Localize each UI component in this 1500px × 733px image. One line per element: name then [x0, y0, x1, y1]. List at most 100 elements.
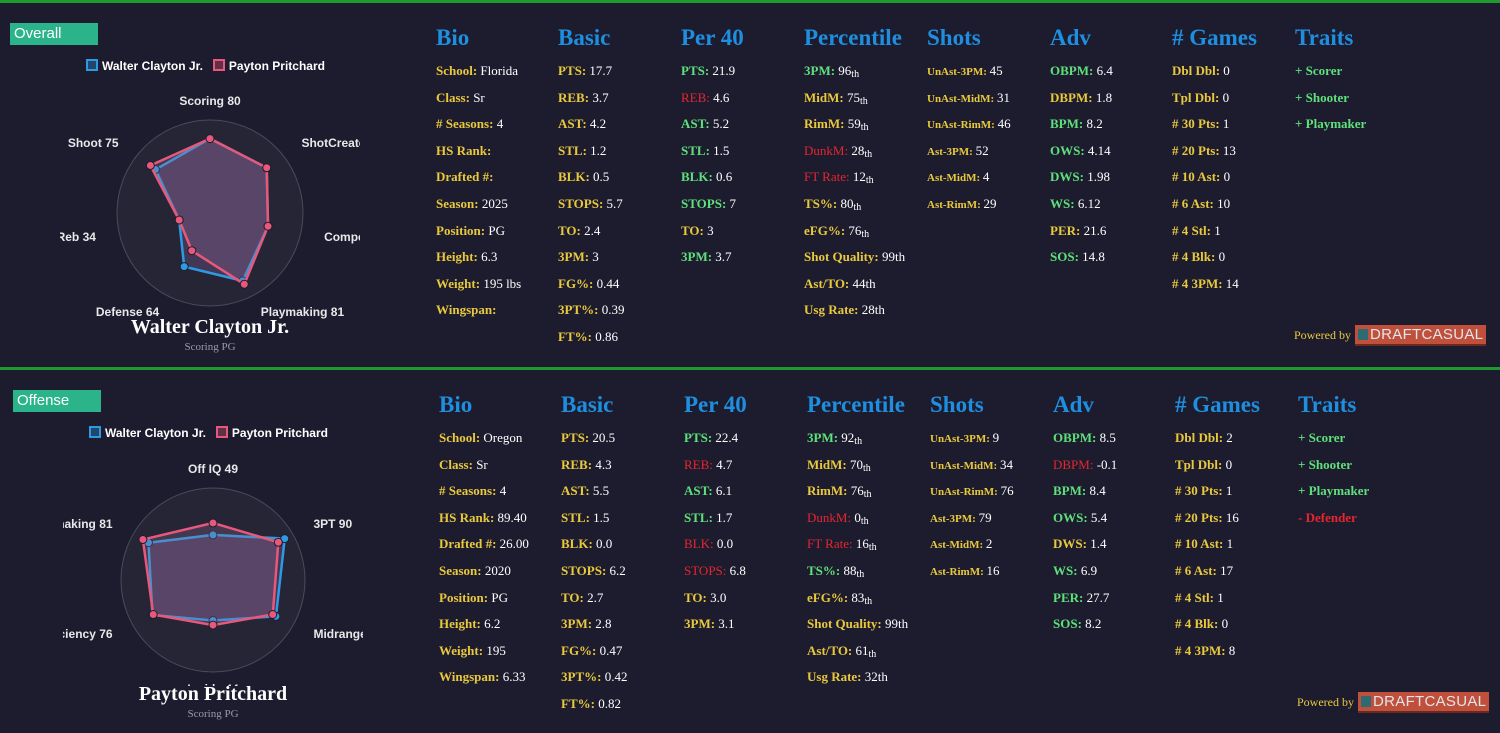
stat-label: MidM:: [804, 89, 844, 105]
legend-item[interactable]: Payton Pritchard: [215, 426, 328, 440]
stat-label: Ast-RimM:: [927, 199, 981, 211]
games-stat-row: # 20 Pts: 16: [1175, 510, 1239, 526]
percentile-stat-row: DunkM: 0th: [807, 510, 869, 527]
stat-value: 3.7: [592, 89, 609, 105]
traits-header: Traits: [1298, 392, 1357, 417]
stat-value: 8: [1228, 642, 1236, 658]
shots-stat-row: UnAst-MidM: 31: [927, 90, 1010, 106]
stat-label: Weight:: [436, 275, 481, 291]
adv-stat-row: DBPM: -0.1: [1053, 457, 1117, 473]
stat-label: BLK:: [681, 169, 713, 185]
bio-stat-row: Drafted #: 26.00: [439, 536, 529, 552]
stat-label: FT%:: [558, 329, 592, 344]
stat-value: 6.9: [1080, 563, 1098, 578]
stat-suffix: th: [864, 595, 873, 607]
stat-label: 3PT%:: [561, 669, 602, 685]
radar-point: [179, 262, 189, 272]
stat-value: 70: [849, 456, 863, 472]
bio-stat-row: # Seasons: 4: [439, 483, 506, 499]
stat-label: PTS:: [681, 63, 710, 78]
basic-stat-row: REB: 4.3: [561, 457, 612, 473]
stat-value: 80: [840, 196, 854, 211]
stat-label: 3PT%:: [558, 302, 599, 318]
stat-value: 76: [850, 483, 864, 499]
stat-label: UnAst-MidM:: [927, 92, 995, 105]
stat-suffix: th: [860, 515, 869, 527]
bio-stat-row: # Seasons: 4: [436, 116, 503, 132]
per40-stat-row: PTS: 22.4: [684, 430, 738, 446]
stat-suffix: th: [851, 69, 860, 80]
stat-value: 5.4: [1090, 509, 1108, 525]
shots-stat-row: Ast-3PM: 52: [927, 143, 989, 159]
legend-item[interactable]: Payton Pritchard: [212, 59, 325, 73]
games-stat-row: # 4 Blk: 0: [1172, 249, 1225, 265]
logo-icon: [1358, 329, 1368, 340]
stat-label: STL:: [561, 509, 590, 525]
adv-stat-row: DWS: 1.4: [1053, 536, 1106, 552]
chart-legend[interactable]: Walter Clayton Jr. Payton Pritchard: [89, 426, 328, 440]
stat-value: Oregon: [483, 430, 523, 445]
stat-label: PTS:: [558, 63, 587, 78]
stat-label: # 10 Ast:: [1175, 536, 1224, 552]
stat-label: Dbl Dbl:: [1175, 430, 1224, 445]
stat-value: 1.4: [1090, 536, 1107, 552]
games-stat-row: # 4 3PM: 8: [1175, 643, 1235, 659]
bio-stat-row: Weight: 195 lbs: [436, 276, 521, 292]
stat-label: # 6 Ast:: [1175, 563, 1217, 578]
stat-value: 1: [1214, 222, 1221, 238]
basic-stat-row: REB: 3.7: [558, 90, 609, 106]
stat-value: 6.12: [1077, 196, 1101, 211]
powered-by-text: Powered by: [1294, 328, 1351, 342]
stat-value: 14.8: [1082, 249, 1105, 265]
adv-stat-row: DWS: 1.98: [1050, 169, 1110, 185]
radar-point: [174, 215, 184, 225]
panel-tag: Offense: [13, 390, 101, 412]
stat-label: Ast-MidM:: [930, 539, 984, 552]
basic-stat-row: 3PT%: 0.39: [558, 302, 624, 318]
stat-suffix: th: [854, 436, 863, 447]
games-stat-row: # 4 3PM: 14: [1172, 276, 1239, 292]
legend-item[interactable]: Walter Clayton Jr.: [89, 426, 206, 440]
stat-label: DBPM:: [1050, 89, 1093, 105]
percentile-stat-row: Usg Rate: 32th: [807, 669, 888, 685]
stat-label: Drafted #:: [436, 169, 494, 185]
logo-text: DRAFTCASUAL: [1370, 326, 1484, 343]
stat-label: MidM:: [807, 456, 847, 472]
stat-value: 0.44: [596, 275, 620, 291]
radar-point: [148, 610, 158, 619]
draftcasual-logo[interactable]: DRAFTCASUAL: [1355, 325, 1487, 346]
radar-series-area: [148, 137, 270, 287]
radar-series-area: [141, 521, 280, 627]
stat-value: 0.6: [716, 169, 733, 185]
bio-stat-row: Position: PG: [439, 590, 508, 606]
stat-label: STL:: [681, 142, 710, 158]
legend-swatch: [86, 59, 98, 71]
stat-value: 4.2: [589, 116, 607, 132]
radar-axis-label: Scoring 80: [179, 94, 241, 108]
stat-suffix: th: [868, 542, 877, 554]
stat-label: Usg Rate:: [807, 669, 862, 685]
stat-value: 99th: [885, 616, 909, 632]
stat-label: UnAst-3PM:: [930, 433, 990, 445]
bio-stat-row: School: Florida: [436, 63, 518, 79]
stat-label: Ast-3PM:: [927, 145, 973, 158]
stat-label: SOS:: [1050, 249, 1079, 265]
draftcasual-logo[interactable]: DRAFTCASUAL: [1358, 692, 1490, 713]
stat-label: AST:: [684, 483, 713, 499]
shots-stat-row: UnAst-MidM: 34: [930, 457, 1013, 473]
stat-label: AST:: [681, 116, 710, 132]
chart-legend[interactable]: Walter Clayton Jr. Payton Pritchard: [86, 59, 325, 73]
stat-value: -0.1: [1096, 456, 1118, 472]
legend-item[interactable]: Walter Clayton Jr.: [86, 59, 203, 73]
games-stat-row: # 20 Pts: 13: [1172, 143, 1236, 159]
stat-value: 0.86: [595, 329, 618, 344]
stat-value: 0: [1222, 89, 1230, 105]
stat-label: DunkM:: [804, 142, 849, 158]
stat-suffix: th: [864, 148, 873, 160]
stat-label: OBPM:: [1053, 430, 1097, 445]
percentile-stat-row: Usg Rate: 28th: [804, 302, 885, 318]
adv-header: Adv: [1050, 25, 1091, 50]
stat-label: REB:: [558, 89, 590, 105]
stat-value: 4.3: [595, 456, 612, 472]
stat-value: 6.8: [729, 563, 746, 578]
